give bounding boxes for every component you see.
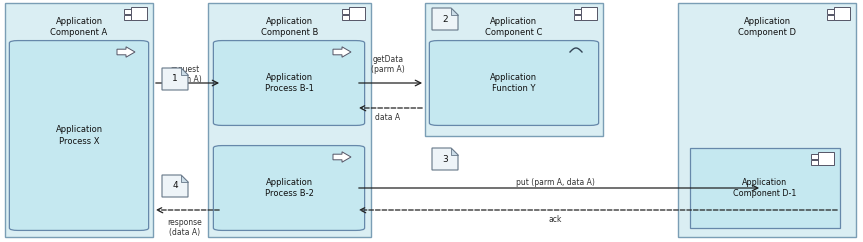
Text: Application
Component D: Application Component D [738, 17, 796, 37]
FancyBboxPatch shape [213, 146, 365, 230]
Bar [811, 154, 818, 159]
Text: ack: ack [548, 215, 562, 224]
Polygon shape [451, 148, 458, 155]
Polygon shape [432, 8, 458, 30]
Polygon shape [181, 175, 188, 182]
Bar [827, 9, 834, 15]
Text: Application
Component A: Application Component A [50, 17, 108, 37]
Polygon shape [162, 68, 188, 90]
Bar [208, 3, 371, 237]
Bar [342, 15, 349, 20]
Text: Application
Component D-1: Application Component D-1 [734, 178, 797, 198]
Text: Application
Process B-1: Application Process B-1 [265, 73, 313, 93]
Text: 3: 3 [442, 154, 448, 164]
Text: Application
Process B-2: Application Process B-2 [265, 178, 313, 198]
Text: data A: data A [375, 113, 400, 122]
Text: getData
(parm A): getData (parm A) [371, 55, 405, 74]
Bar [124, 9, 131, 15]
Bar [349, 7, 365, 20]
Bar [124, 15, 131, 20]
Text: response
(data A): response (data A) [167, 218, 203, 237]
Bar [574, 15, 581, 20]
FancyBboxPatch shape [213, 41, 365, 125]
Text: Application
Component C: Application Component C [485, 17, 543, 37]
Bar [818, 152, 834, 165]
Text: request
(parm A): request (parm A) [168, 65, 202, 84]
Polygon shape [117, 47, 135, 57]
Polygon shape [181, 68, 188, 75]
Bar [425, 3, 603, 136]
Text: Application
Process X: Application Process X [55, 125, 103, 145]
Bar [690, 148, 840, 228]
Polygon shape [333, 47, 351, 57]
Text: 2: 2 [442, 15, 448, 23]
Polygon shape [451, 8, 458, 15]
FancyBboxPatch shape [9, 41, 148, 230]
Bar [131, 7, 147, 20]
Text: 1: 1 [172, 75, 178, 83]
Bar [342, 9, 349, 15]
Text: 4: 4 [173, 182, 178, 190]
FancyBboxPatch shape [430, 41, 599, 125]
Text: put (parm A, data A): put (parm A, data A) [515, 178, 595, 187]
Bar [574, 9, 581, 15]
Polygon shape [333, 152, 351, 162]
Text: Application
Function Y: Application Function Y [490, 73, 538, 93]
Bar [834, 7, 850, 20]
Polygon shape [162, 175, 188, 197]
Bar [5, 3, 153, 237]
Bar [678, 3, 856, 237]
Polygon shape [432, 148, 458, 170]
Text: Application
Component B: Application Component B [261, 17, 318, 37]
Bar [581, 7, 597, 20]
Bar [827, 15, 834, 20]
Bar [811, 160, 818, 165]
